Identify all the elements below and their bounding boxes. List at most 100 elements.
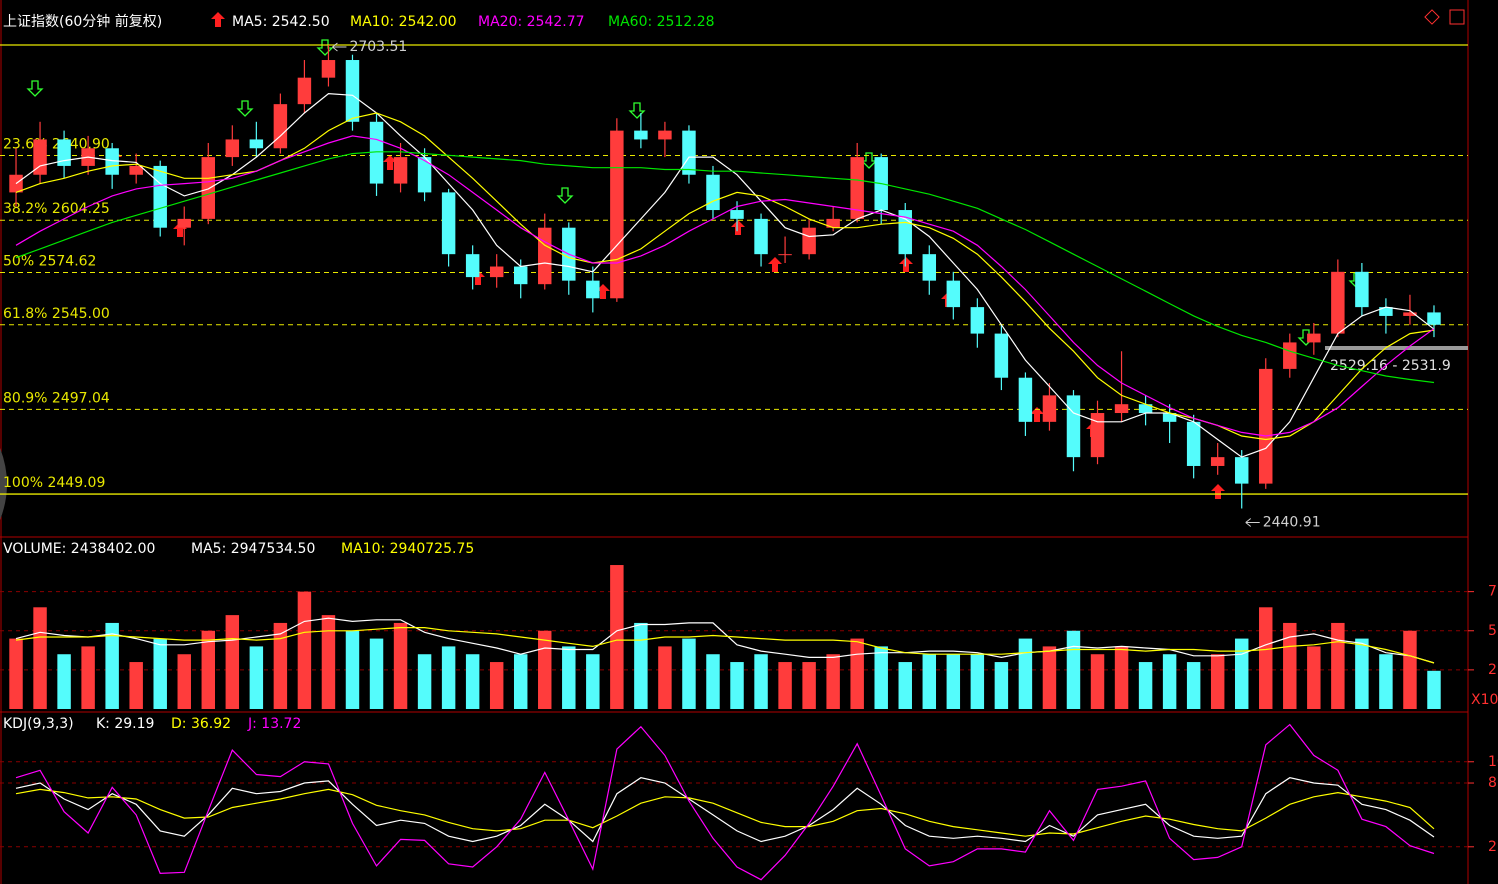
legend-entry: MA10: 2940725.75 xyxy=(341,541,474,557)
candle-body xyxy=(513,266,528,285)
volume-bar xyxy=(970,654,985,709)
ma-line xyxy=(15,617,1435,664)
annotation-arrow xyxy=(1245,518,1260,527)
volume-bar xyxy=(850,638,864,709)
candle-body xyxy=(610,130,624,299)
candle-body xyxy=(538,227,552,285)
candle-body xyxy=(1138,404,1153,414)
candle-body xyxy=(489,266,504,278)
candle-body xyxy=(1018,377,1033,422)
candle-body xyxy=(393,157,408,184)
volume-bar xyxy=(994,662,1009,709)
volume-bar xyxy=(153,638,167,709)
range-bar xyxy=(1325,346,1468,350)
legend-entry: MA20: 2542.77 xyxy=(478,14,585,30)
volume-bar xyxy=(393,622,408,709)
candle-body xyxy=(1379,307,1393,316)
volume-bar xyxy=(586,654,600,709)
candle-body xyxy=(201,157,216,219)
volume-bar xyxy=(1066,630,1081,709)
candle-body xyxy=(706,174,720,211)
volume-bar xyxy=(225,615,240,709)
volume-bar xyxy=(177,654,191,709)
volume-bar xyxy=(369,638,384,709)
candle-body xyxy=(57,139,71,166)
candle-body xyxy=(730,210,744,219)
candle-body xyxy=(153,165,167,228)
volume-bar xyxy=(778,662,792,709)
candle-body xyxy=(1259,368,1273,484)
candle-body xyxy=(177,218,191,228)
candle-body xyxy=(273,104,288,149)
fib-label: 50% 2574.62 xyxy=(3,253,96,269)
candle-body xyxy=(33,139,47,175)
ma-line xyxy=(15,777,1435,843)
candle-body xyxy=(1307,333,1321,343)
kdj-title: KDJ(9,3,3) xyxy=(3,716,74,732)
volume-bar xyxy=(706,654,720,709)
fib-label: 38.2% 2604.25 xyxy=(3,201,110,217)
volume-bar xyxy=(1355,638,1369,709)
volume-bar xyxy=(898,662,912,709)
y-tick-label: 7 xyxy=(1488,584,1497,600)
candle-body xyxy=(658,130,672,140)
candle-body xyxy=(417,157,432,193)
candle-body xyxy=(970,307,985,334)
candle-body xyxy=(1114,404,1129,414)
candle-body xyxy=(345,60,360,122)
volume-bar xyxy=(730,662,744,709)
candle-body xyxy=(1042,395,1057,422)
candle-body xyxy=(321,60,336,78)
volume-bar xyxy=(1210,654,1225,709)
volume-bar xyxy=(321,615,336,709)
volume-bar xyxy=(513,654,528,709)
y-tick-label: 2 xyxy=(1488,662,1497,678)
candle-body xyxy=(1355,271,1369,308)
candle-body xyxy=(754,218,768,255)
volume-bar xyxy=(610,565,624,709)
legend-entry: J: 13.72 xyxy=(247,716,301,732)
y-tick-label: 2 xyxy=(1488,839,1497,855)
volume-bar xyxy=(658,646,672,709)
volume-bar xyxy=(201,630,216,709)
candle-body xyxy=(1234,457,1249,484)
volume-bar xyxy=(441,646,456,709)
annotation-arrow xyxy=(332,42,347,52)
volume-bar xyxy=(57,654,71,709)
window-icon xyxy=(1424,9,1440,25)
volume-bar xyxy=(129,662,143,709)
candle-body xyxy=(802,227,816,255)
fib-label: 100% 2449.09 xyxy=(3,475,105,491)
legend-entry: MA5: 2947534.50 xyxy=(191,541,315,557)
candle-body xyxy=(1403,312,1417,316)
volume-bar xyxy=(1090,654,1105,709)
candle-body xyxy=(297,77,312,105)
volume-bar xyxy=(1331,622,1345,709)
volume-bar xyxy=(249,646,264,709)
candle-body xyxy=(225,139,240,158)
y-tick-label: 5 xyxy=(1488,623,1497,639)
volume-bar xyxy=(1379,654,1393,709)
volume-bar xyxy=(105,622,119,709)
ma-line xyxy=(15,135,1435,437)
volume-bar xyxy=(345,630,360,709)
candle-body xyxy=(850,157,864,219)
volume-bar xyxy=(682,638,696,709)
volume-bar xyxy=(1403,630,1417,709)
volume-bar xyxy=(1162,654,1177,709)
candle-body xyxy=(1066,395,1081,458)
candle-body xyxy=(1427,312,1441,325)
volume-title: VOLUME: 2438402.00 xyxy=(3,541,155,557)
candle-body xyxy=(1090,413,1105,458)
window-icon xyxy=(1449,9,1465,25)
candle-body xyxy=(778,254,792,256)
candle-body xyxy=(1162,413,1177,422)
ma-line xyxy=(15,723,1435,881)
volume-bar xyxy=(273,622,288,709)
candle-body xyxy=(994,333,1009,378)
y-tick-label: 8 xyxy=(1488,775,1497,791)
volume-bar xyxy=(1283,622,1297,709)
